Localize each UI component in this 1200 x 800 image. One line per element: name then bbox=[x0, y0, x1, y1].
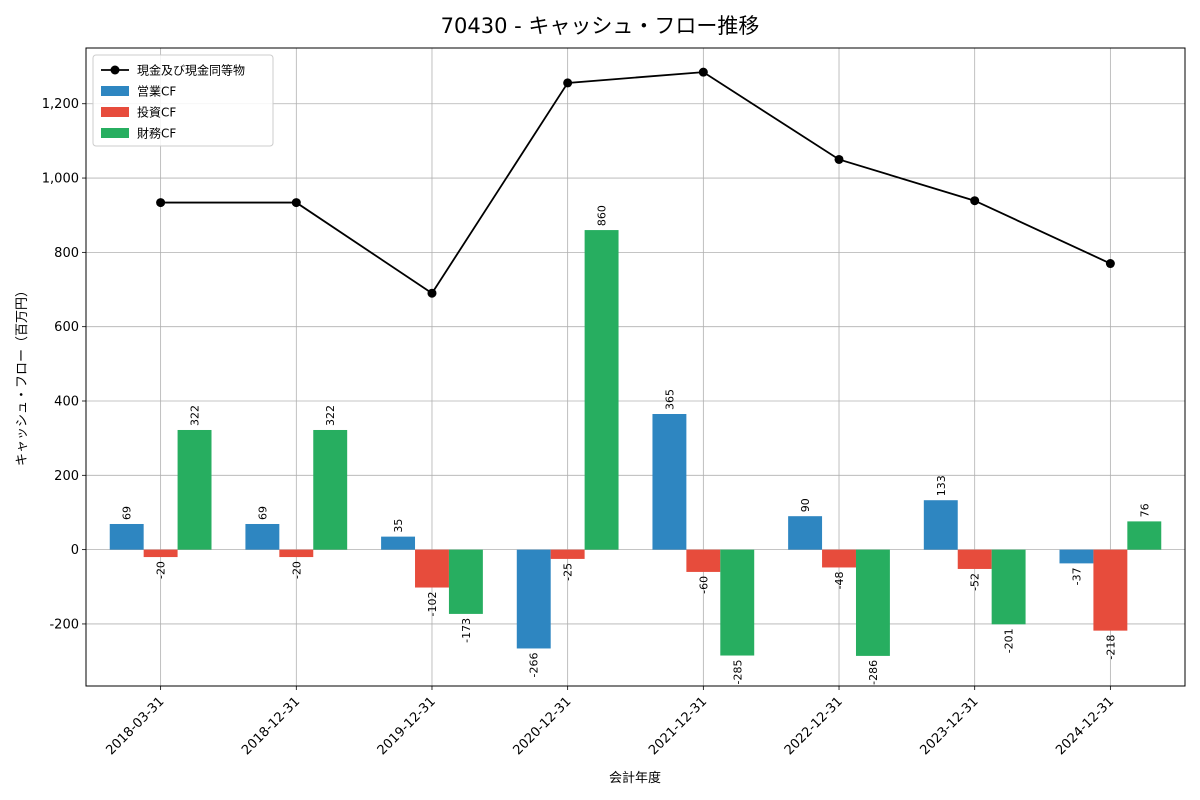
cash-point bbox=[834, 154, 844, 164]
bar-投資CF bbox=[1093, 549, 1128, 631]
bar-財務CF bbox=[177, 429, 212, 550]
legend-swatch bbox=[101, 86, 129, 96]
bar-value-label: -25 bbox=[562, 563, 575, 581]
data-labels: 69 69 35 -266 365 90 133 -37 -20 -20 -102 -25 -60 -48… bbox=[121, 205, 1152, 685]
x-tick-label: 2021-12-31 bbox=[646, 694, 710, 758]
bar-value-label: 69 bbox=[256, 506, 269, 520]
y-tick-label: 400 bbox=[54, 394, 79, 409]
bar-財務CF bbox=[313, 429, 348, 550]
bar-value-label: -102 bbox=[426, 592, 439, 617]
bar-value-label: -173 bbox=[460, 618, 473, 643]
bar-財務CF bbox=[584, 230, 619, 550]
bar-value-label: 76 bbox=[1138, 503, 1151, 517]
bar-value-label: -218 bbox=[1104, 635, 1117, 660]
bar-value-label: -286 bbox=[867, 660, 880, 685]
bar-営業CF bbox=[1059, 549, 1094, 564]
bar-value-label: -60 bbox=[697, 576, 710, 594]
bar-value-label: -266 bbox=[528, 652, 541, 677]
legend-swatch bbox=[101, 128, 129, 138]
bar-営業CF bbox=[381, 536, 416, 550]
cash-point bbox=[698, 67, 708, 77]
cash-line bbox=[156, 67, 1115, 298]
bar-value-label: 365 bbox=[663, 389, 676, 410]
y-tick-label: 0 bbox=[71, 543, 79, 558]
x-tick-label: 2024-12-31 bbox=[1053, 694, 1117, 758]
legend-swatch bbox=[101, 107, 129, 117]
x-axis-label: 会計年度 bbox=[609, 770, 661, 786]
y-axis-label: キャッシュ・フロー（百万円） bbox=[15, 284, 30, 466]
bar-営業CF bbox=[245, 523, 280, 550]
bar-財務CF bbox=[1127, 521, 1162, 550]
bar-value-label: 90 bbox=[799, 498, 812, 512]
x-tick-label: 2018-03-31 bbox=[103, 694, 167, 758]
bar-営業CF bbox=[109, 523, 144, 550]
bar-営業CF bbox=[652, 414, 687, 550]
legend-label: 投資CF bbox=[137, 105, 176, 120]
plot-frame bbox=[85, 47, 1186, 687]
y-tick-label: 1,000 bbox=[42, 172, 79, 187]
bar-営業CF bbox=[923, 500, 958, 550]
axis-ticks: -200 0 200 400 600 800 1,000 1,200 2018-03-31 201… bbox=[42, 97, 1117, 758]
bar-value-label: 35 bbox=[392, 519, 405, 533]
bar-投資CF bbox=[686, 549, 721, 572]
bar-投資CF bbox=[143, 549, 178, 558]
legend-box bbox=[92, 54, 274, 147]
legend-label: 現金及び現金同等物 bbox=[137, 63, 245, 78]
bar-value-label: -37 bbox=[1070, 567, 1083, 585]
cash-point bbox=[427, 288, 437, 298]
grid bbox=[86, 48, 1185, 686]
bar-営業CF bbox=[788, 516, 823, 550]
bar-財務CF bbox=[448, 549, 483, 614]
bar-value-label: 322 bbox=[324, 405, 337, 426]
x-tick-label: 2022-12-31 bbox=[782, 694, 846, 758]
cash-point bbox=[970, 196, 980, 206]
bar-財務CF bbox=[720, 549, 755, 656]
x-tick-label: 2018-12-31 bbox=[239, 694, 303, 758]
cash-point bbox=[1105, 259, 1115, 269]
bars bbox=[109, 230, 1162, 656]
x-tick-label: 2023-12-31 bbox=[917, 694, 981, 758]
legend-label: 財務CF bbox=[137, 126, 176, 141]
bar-value-label: -285 bbox=[731, 660, 744, 685]
bar-投資CF bbox=[415, 549, 449, 588]
bar-value-label: 860 bbox=[596, 205, 609, 226]
y-tick-label: 1,200 bbox=[42, 97, 79, 112]
chart-title: 70430 - キャッシュ・フロー推移 bbox=[441, 14, 760, 38]
cash-point bbox=[291, 198, 301, 208]
bar-財務CF bbox=[855, 549, 890, 656]
bar-value-label: -20 bbox=[290, 561, 303, 579]
bar-value-label: 133 bbox=[935, 475, 948, 496]
x-tick-label: 2020-12-31 bbox=[510, 694, 574, 758]
bar-value-label: -52 bbox=[969, 573, 982, 591]
y-tick-label: 600 bbox=[54, 320, 79, 335]
y-tick-label: 200 bbox=[54, 469, 79, 484]
bar-value-label: 322 bbox=[189, 405, 202, 426]
legend-marker bbox=[110, 65, 120, 75]
cash-point bbox=[156, 198, 166, 208]
y-tick-label: -200 bbox=[49, 617, 79, 632]
cash-line-path bbox=[160, 71, 1111, 295]
x-tick-label: 2019-12-31 bbox=[375, 694, 439, 758]
bar-投資CF bbox=[279, 549, 314, 558]
bar-value-label: 69 bbox=[121, 506, 134, 520]
cash-point bbox=[563, 78, 573, 88]
legend-label: 営業CF bbox=[137, 85, 176, 99]
bar-value-label: -20 bbox=[155, 561, 168, 579]
bar-value-label: -48 bbox=[833, 571, 846, 589]
bar-投資CF bbox=[550, 549, 585, 559]
y-tick-label: 800 bbox=[54, 246, 79, 261]
bar-営業CF bbox=[516, 549, 551, 649]
bar-投資CF bbox=[822, 549, 856, 568]
bar-value-label: -201 bbox=[1003, 628, 1016, 653]
bar-財務CF bbox=[991, 549, 1026, 625]
bar-投資CF bbox=[957, 549, 992, 569]
